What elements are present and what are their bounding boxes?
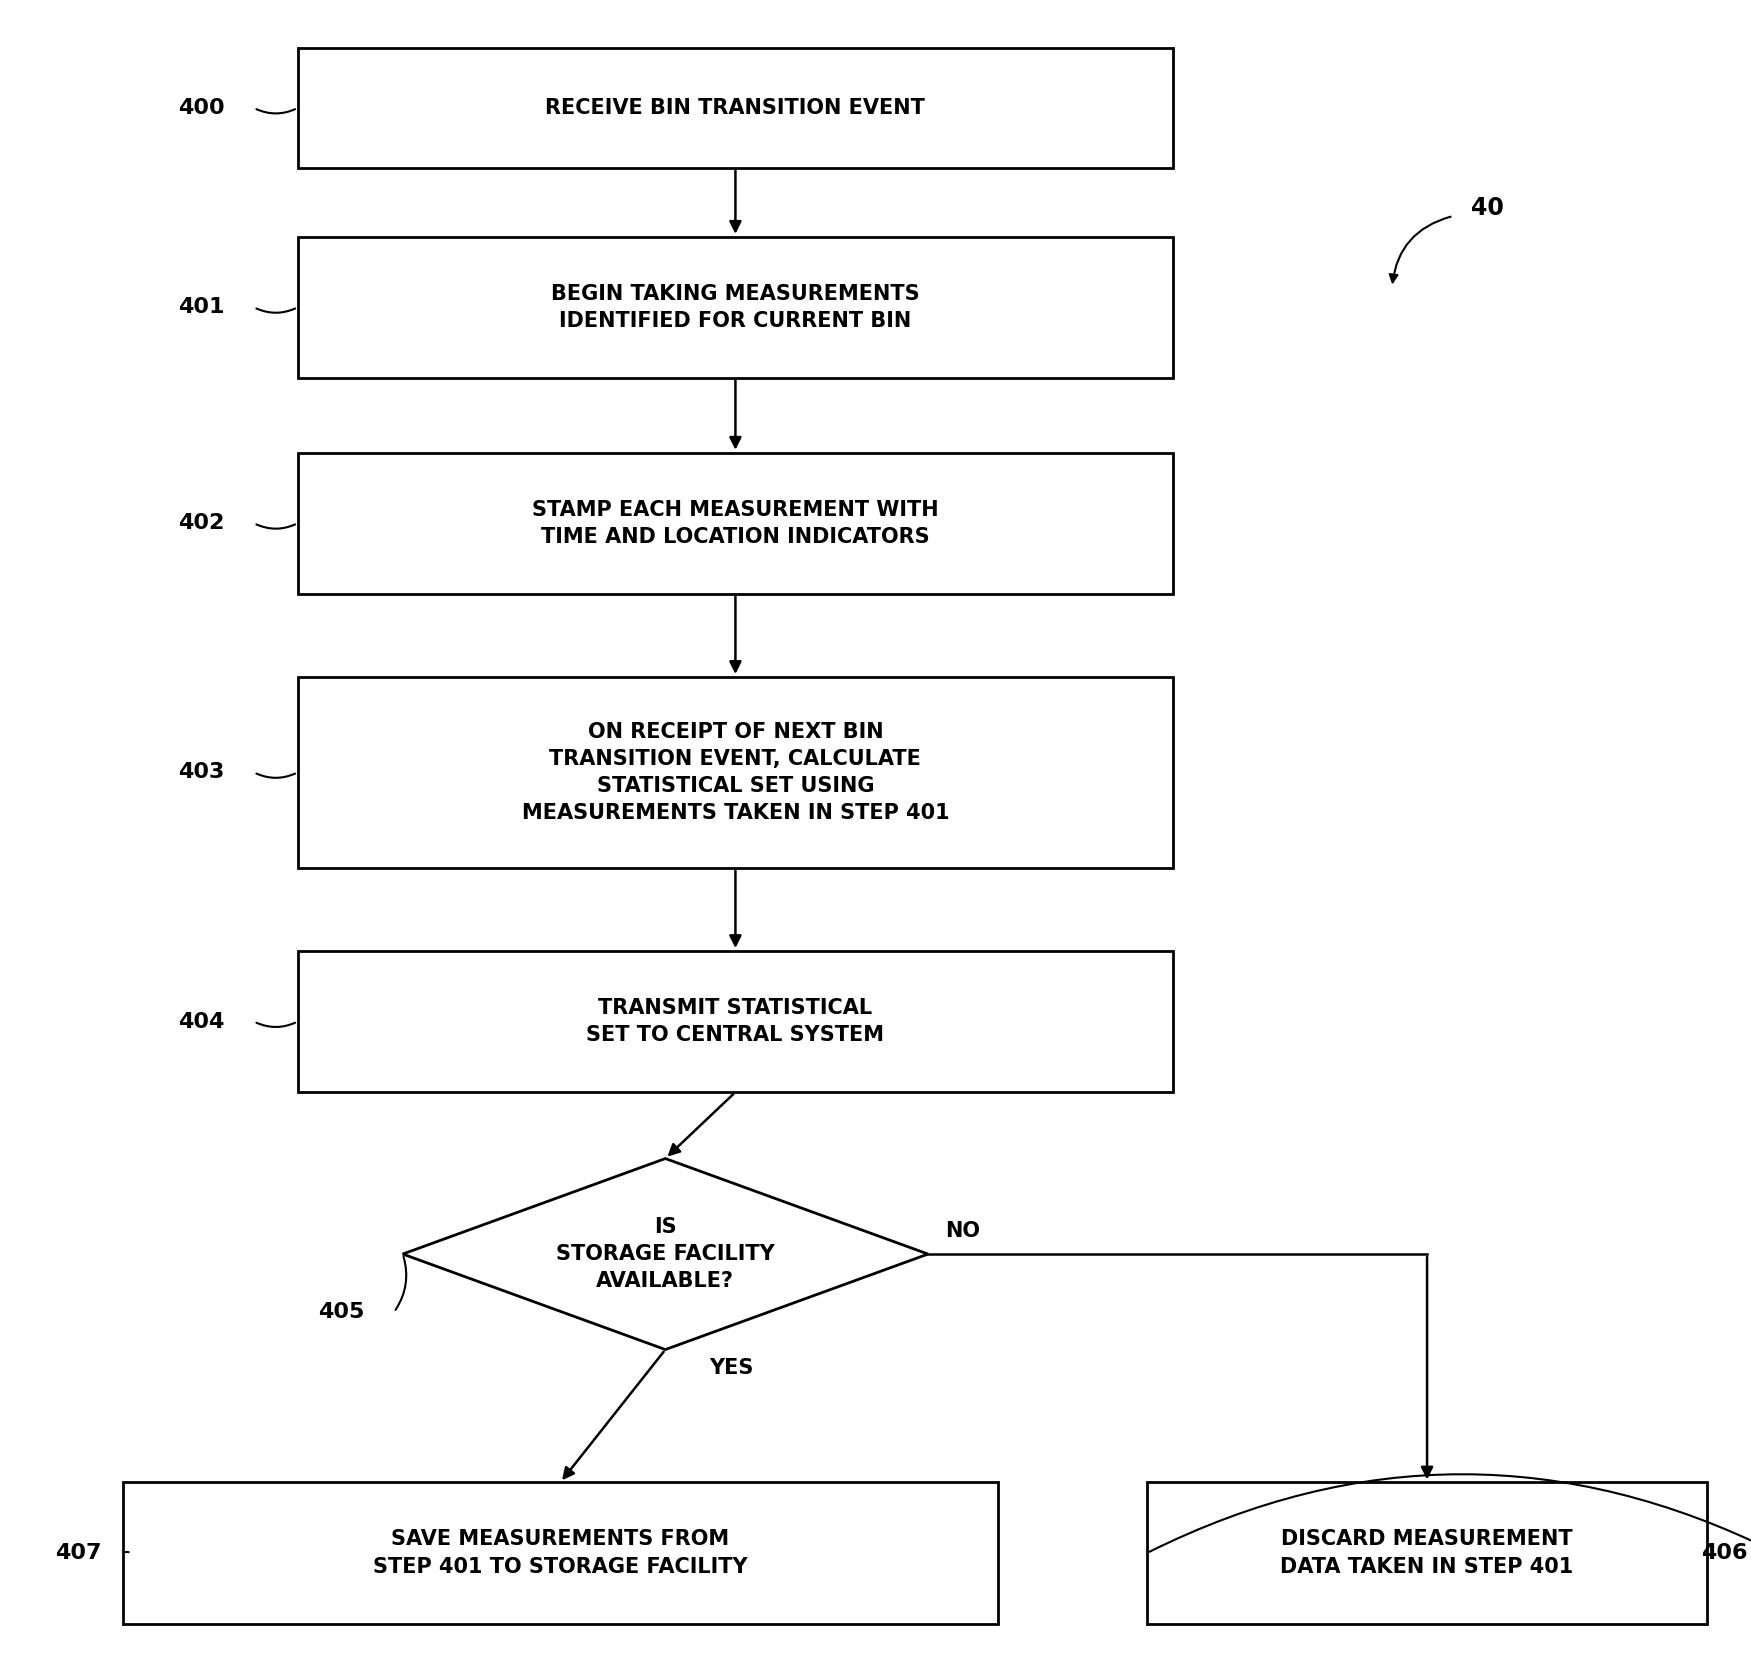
Text: ON RECEIPT OF NEXT BIN
TRANSITION EVENT, CALCULATE
STATISTICAL SET USING
MEASURE: ON RECEIPT OF NEXT BIN TRANSITION EVENT,… — [522, 721, 949, 824]
Text: 401: 401 — [179, 297, 224, 317]
Text: YES: YES — [709, 1359, 753, 1379]
Bar — [1147, 1482, 1707, 1624]
Text: 40: 40 — [1471, 196, 1504, 219]
Text: STAMP EACH MEASUREMENT WITH
TIME AND LOCATION INDICATORS: STAMP EACH MEASUREMENT WITH TIME AND LOC… — [532, 500, 939, 546]
Bar — [298, 48, 1173, 168]
Bar — [298, 678, 1173, 867]
Text: IS
STORAGE FACILITY
AVAILABLE?: IS STORAGE FACILITY AVAILABLE? — [557, 1218, 774, 1291]
Text: TRANSMIT STATISTICAL
SET TO CENTRAL SYSTEM: TRANSMIT STATISTICAL SET TO CENTRAL SYST… — [587, 998, 884, 1045]
Bar — [298, 950, 1173, 1093]
Text: 406: 406 — [1702, 1543, 1747, 1563]
Text: 402: 402 — [179, 513, 224, 533]
Text: 407: 407 — [56, 1543, 102, 1563]
Text: NO: NO — [946, 1221, 981, 1241]
Bar — [298, 238, 1173, 379]
Bar — [298, 452, 1173, 593]
Text: DISCARD MEASUREMENT
DATA TAKEN IN STEP 401: DISCARD MEASUREMENT DATA TAKEN IN STEP 4… — [1280, 1530, 1574, 1576]
Bar — [123, 1482, 998, 1624]
Text: SAVE MEASUREMENTS FROM
STEP 401 TO STORAGE FACILITY: SAVE MEASUREMENTS FROM STEP 401 TO STORA… — [373, 1530, 748, 1576]
Text: RECEIVE BIN TRANSITION EVENT: RECEIVE BIN TRANSITION EVENT — [546, 98, 925, 118]
Polygon shape — [403, 1159, 928, 1349]
Text: 403: 403 — [179, 762, 224, 782]
Text: BEGIN TAKING MEASUREMENTS
IDENTIFIED FOR CURRENT BIN: BEGIN TAKING MEASUREMENTS IDENTIFIED FOR… — [552, 284, 919, 331]
Text: 400: 400 — [179, 98, 224, 118]
Text: 405: 405 — [319, 1302, 364, 1322]
Text: 404: 404 — [179, 1012, 224, 1031]
